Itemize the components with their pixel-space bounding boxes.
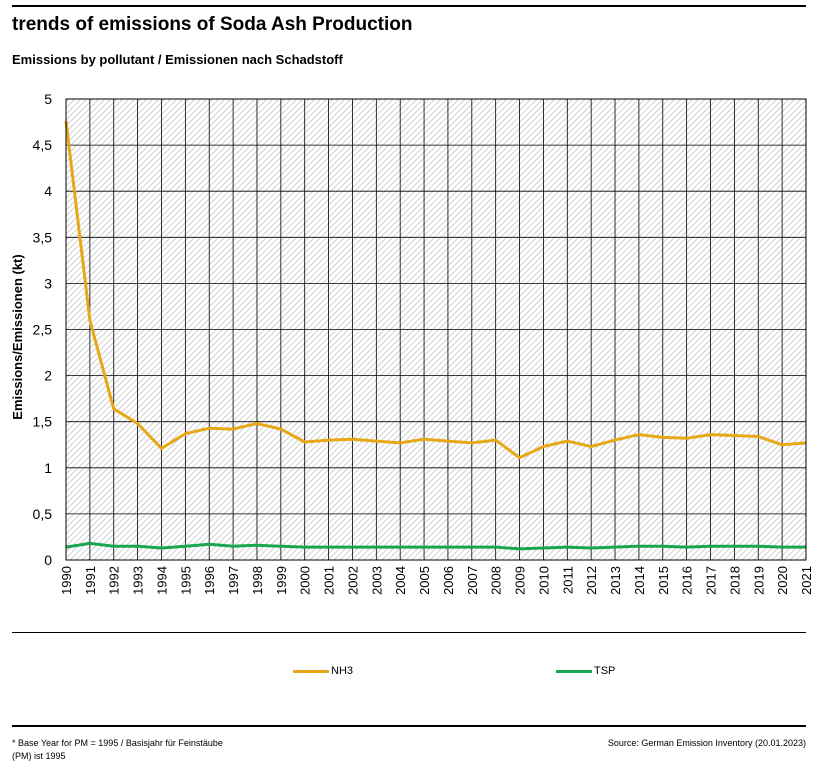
- x-axis-tick-labels: 1990 1991 1992 1993 1994 1995 1996 1997 1998 1999…: [59, 566, 814, 595]
- line-chart: 00,511,522,533,544,55 1990 1991 1992 1993 19…: [10, 91, 814, 595]
- x-tick-label: 1992: [107, 566, 122, 595]
- x-tick-label: 2021: [799, 566, 814, 595]
- x-tick-label: 1994: [154, 566, 169, 595]
- y-tick-label: 1,5: [33, 414, 53, 430]
- legend-label-tsp: TSP: [594, 665, 616, 677]
- x-tick-label: 2014: [632, 566, 647, 595]
- x-tick-label: 1990: [59, 566, 74, 595]
- y-tick-label: 1: [44, 460, 52, 476]
- legend-swatch-tsp: [556, 669, 592, 673]
- y-tick-label: 4,5: [33, 137, 53, 153]
- y-tick-label: 0: [44, 552, 52, 568]
- source-note: Source: German Emission Inventory (20.01…: [607, 738, 806, 748]
- x-tick-label: 1998: [250, 566, 265, 595]
- x-tick-label: 1999: [274, 566, 289, 595]
- x-tick-label: 2002: [345, 566, 360, 595]
- x-tick-label: 2016: [680, 566, 695, 595]
- x-tick-label: 2009: [513, 566, 528, 595]
- plot-border: [65, 98, 807, 561]
- series-line-nh3: [64, 120, 807, 460]
- x-tick-label: 2011: [560, 566, 575, 594]
- x-tick-label: 2006: [441, 566, 456, 595]
- legend-top-rule: [12, 632, 806, 633]
- chart-subtitle: Emissions by pollutant / Emissionen nach…: [12, 52, 343, 67]
- x-tick-label: 2010: [536, 566, 551, 595]
- x-tick-label: 1993: [131, 566, 146, 595]
- x-tick-label: 2008: [489, 566, 504, 595]
- x-tick-label: 2020: [775, 566, 790, 595]
- footnote: * Base Year for PM = 1995 / Basisjahr fü…: [12, 738, 223, 761]
- x-tick-label: 2001: [322, 566, 337, 595]
- x-tick-label: 2003: [369, 566, 384, 595]
- series-line-tsp: [65, 541, 806, 551]
- x-tick-label: 2019: [751, 566, 766, 595]
- x-tick-label: 2015: [656, 566, 671, 595]
- y-axis-label: Emissions/Emissionen (kt): [10, 254, 25, 419]
- x-tick-label: 2013: [608, 566, 623, 595]
- y-tick-label: 3: [44, 275, 52, 291]
- x-tick-label: 2017: [704, 566, 719, 595]
- x-tick-label: 2012: [584, 566, 599, 595]
- series-lines: [64, 120, 807, 551]
- footer-rule: [12, 725, 806, 727]
- legend-item-nh3: NH3: [293, 664, 353, 678]
- x-tick-label: 2018: [727, 566, 742, 595]
- x-tick-label: 1996: [202, 566, 217, 595]
- y-axis-tick-labels: 0 0,5 1 1,5 2 2,5 3 3,5 4 4,5 5: [33, 91, 53, 568]
- y-tick-label: 5: [44, 91, 52, 107]
- x-tick-label: 1991: [83, 566, 98, 595]
- x-tick-label: 2000: [298, 566, 313, 595]
- top-rule: [12, 5, 806, 7]
- y-tick-label: 3,5: [33, 229, 53, 245]
- x-tick-label: 2007: [465, 566, 480, 595]
- x-tick-label: 1997: [226, 566, 241, 595]
- legend-item-tsp: TSP: [556, 664, 615, 678]
- legend-label-nh3: NH3: [331, 665, 354, 677]
- y-tick-label: 4: [44, 183, 52, 199]
- x-tick-label: 2004: [393, 566, 408, 595]
- y-tick-label: 2: [44, 368, 52, 384]
- chart-title: trends of emissions of Soda Ash Producti…: [12, 14, 413, 35]
- x-tick-label: 2005: [417, 566, 432, 595]
- y-tick-label: 0,5: [33, 506, 53, 522]
- y-tick-label: 2,5: [33, 322, 53, 338]
- x-tick-label: 1995: [178, 566, 193, 595]
- legend-swatch-nh3: [293, 669, 329, 673]
